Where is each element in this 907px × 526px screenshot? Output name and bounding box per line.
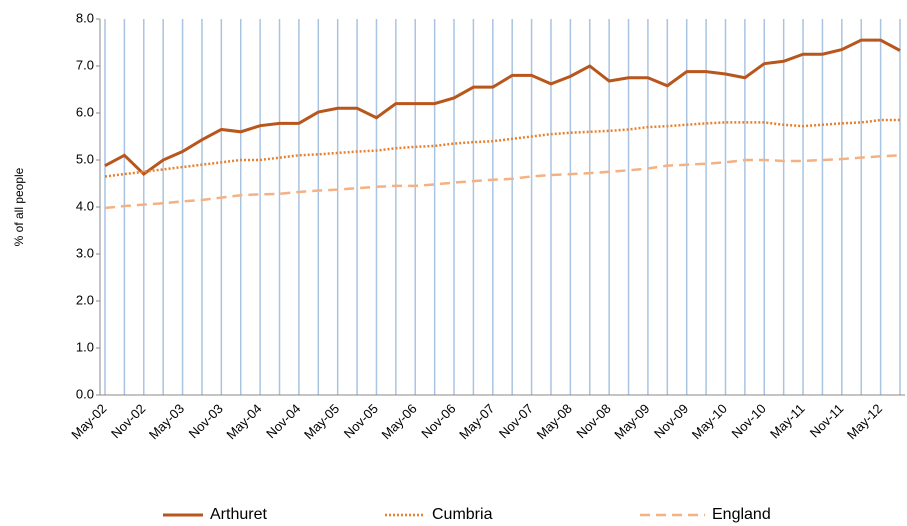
x-tick-label: Nov-06 xyxy=(418,401,458,441)
y-tick-label: 1.0 xyxy=(76,339,94,354)
x-tick-label: May-04 xyxy=(223,401,264,442)
y-tick-label: 2.0 xyxy=(76,292,94,307)
series-line xyxy=(104,118,900,178)
x-tick-label: May-11 xyxy=(767,401,808,442)
x-tick-label: May-08 xyxy=(534,401,575,442)
y-tick-label: 5.0 xyxy=(76,151,94,166)
x-tick-label: May-05 xyxy=(301,401,342,442)
x-tick-label: May-02 xyxy=(68,401,109,442)
x-tick-label: May-06 xyxy=(379,401,420,442)
series-line xyxy=(104,38,901,177)
x-tick-label: May-10 xyxy=(689,401,730,442)
y-tick-label: 6.0 xyxy=(76,104,94,119)
y-tick-label: 8.0 xyxy=(76,10,94,25)
x-tick-label: Nov-02 xyxy=(108,401,148,441)
x-tick-label: May-07 xyxy=(456,401,497,442)
x-tick-label: Nov-11 xyxy=(807,401,847,441)
x-tick-label: Nov-10 xyxy=(729,401,769,441)
y-tick-label: 0.0 xyxy=(76,386,94,401)
x-tick-label: May-12 xyxy=(844,401,885,442)
legend-label: Arthuret xyxy=(210,506,267,523)
x-tick-label: Nov-04 xyxy=(263,401,303,441)
y-tick-label: 7.0 xyxy=(76,57,94,72)
x-tick-label: Nov-03 xyxy=(186,401,226,441)
legend-label: Cumbria xyxy=(432,506,493,523)
y-tick-label: 4.0 xyxy=(76,198,94,213)
series-line xyxy=(104,154,901,210)
y-tick-label: 3.0 xyxy=(76,245,94,260)
x-tick-label: Nov-05 xyxy=(341,401,381,441)
legend-label: England xyxy=(712,506,771,523)
x-tick-label: May-03 xyxy=(146,401,187,442)
y-axis-label: % of all people xyxy=(12,167,26,246)
x-tick-label: May-09 xyxy=(611,401,652,442)
x-tick-label: Nov-07 xyxy=(496,401,536,441)
x-tick-label: Nov-09 xyxy=(651,401,691,441)
x-tick-label: Nov-08 xyxy=(573,401,613,441)
